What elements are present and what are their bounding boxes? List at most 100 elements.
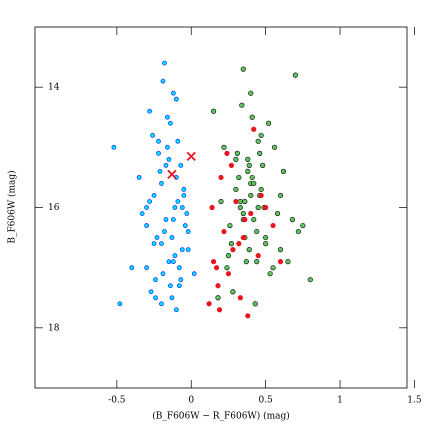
star-point: [185, 229, 191, 234]
point: [245, 313, 251, 319]
point: [209, 204, 215, 211]
point: [245, 168, 251, 174]
point: [289, 216, 296, 223]
star-point: [172, 205, 178, 210]
point: [248, 210, 254, 217]
star-point: [185, 247, 191, 253]
star-point: [165, 114, 170, 120]
point: [218, 174, 224, 181]
star-point: [144, 205, 150, 210]
star-point: [172, 253, 178, 259]
point: [280, 168, 287, 174]
star-point: [111, 144, 117, 150]
point: [254, 228, 260, 235]
star-point: [184, 211, 190, 216]
point: [210, 108, 217, 114]
point: [230, 247, 236, 253]
point: [240, 66, 246, 72]
point: [292, 72, 299, 78]
star-point: [153, 277, 158, 283]
point: [206, 301, 212, 307]
star-point: [176, 283, 182, 289]
point: [266, 120, 272, 126]
star-point: [163, 162, 169, 168]
point: [251, 180, 257, 187]
point: [228, 162, 235, 168]
star-point: [175, 199, 181, 204]
point: [257, 150, 263, 156]
star-point: [154, 235, 160, 240]
point: [270, 222, 276, 229]
point: [249, 174, 255, 181]
point: [225, 271, 232, 277]
star-point: [151, 241, 157, 247]
point: [252, 301, 258, 307]
point: [243, 259, 249, 265]
star-point: [159, 241, 164, 247]
star-point: [117, 301, 123, 307]
point: [251, 126, 257, 132]
star-point: [168, 120, 173, 126]
y-tick-label: 16: [48, 203, 60, 213]
star-point: [179, 247, 185, 253]
y-tick-label: 18: [48, 323, 60, 333]
star-point: [181, 193, 187, 198]
point: [263, 204, 269, 211]
point: [277, 192, 284, 199]
point: [254, 259, 260, 265]
point: [242, 216, 248, 223]
star-point: [160, 78, 166, 84]
point: [258, 186, 264, 193]
point: [230, 289, 236, 295]
point: [225, 253, 232, 259]
point: [260, 162, 266, 168]
star-point: [144, 265, 150, 271]
point: [213, 265, 220, 271]
point: [224, 150, 230, 156]
star-point: [165, 144, 170, 150]
point: [215, 295, 221, 301]
point: [246, 247, 252, 253]
point: [258, 192, 264, 199]
point: [295, 228, 301, 235]
point: [234, 150, 240, 156]
star-point: [160, 271, 166, 277]
star-point: [169, 295, 175, 301]
star-point: [191, 271, 197, 277]
point: [277, 247, 284, 253]
point: [245, 156, 251, 162]
point: [237, 295, 243, 301]
point: [237, 198, 243, 205]
point: [274, 210, 281, 217]
point: [267, 271, 273, 277]
point: [270, 265, 276, 271]
star-point: [182, 223, 188, 228]
point: [221, 228, 227, 235]
star-point: [162, 229, 167, 234]
point: [227, 222, 233, 229]
star-point: [176, 265, 182, 271]
point: [215, 283, 221, 289]
star-point: [170, 90, 176, 96]
x-tick-label: 1: [337, 396, 343, 406]
star-point: [159, 301, 164, 307]
star-point: [179, 205, 185, 210]
y-axis-label: B_F606W (mag): [7, 170, 18, 243]
point: [210, 259, 217, 265]
star-point: [147, 199, 152, 204]
star-point: [159, 181, 164, 186]
point: [255, 138, 261, 144]
point: [233, 198, 239, 205]
point: [258, 132, 264, 138]
point: [233, 156, 239, 162]
star-point: [162, 60, 167, 66]
star-point: [156, 138, 161, 144]
point: [307, 277, 313, 283]
y-tick-label: 14: [48, 83, 60, 93]
point: [251, 216, 257, 223]
point: [277, 259, 284, 265]
star-point: [170, 259, 176, 265]
point: [263, 234, 269, 241]
star-point: [136, 175, 142, 180]
point: [285, 259, 291, 265]
